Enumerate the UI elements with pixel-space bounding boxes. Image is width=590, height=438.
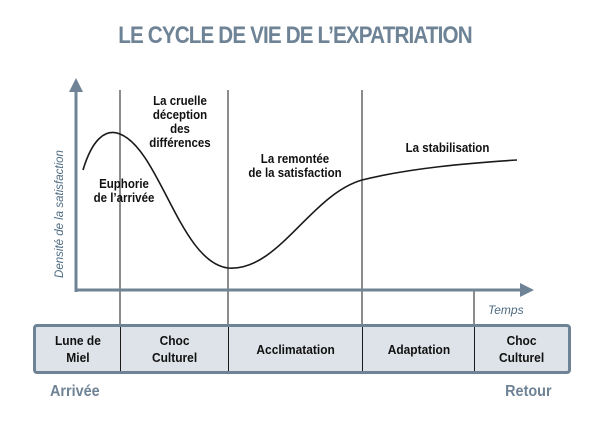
page-title: LE CYCLE DE VIE DE L’EXPATRIATION xyxy=(118,22,472,49)
start-label: Arrivée xyxy=(50,383,100,400)
satisfaction-curve xyxy=(82,131,518,269)
y-axis-arrow-icon xyxy=(69,78,83,92)
phase-acclimatation: Acclimatation xyxy=(229,327,363,371)
label-stabilisation: La stabilisation xyxy=(405,141,490,155)
phase-adaptation: Adaptation xyxy=(363,327,475,371)
phase-bar: Lune de Miel Choc Culturel Acclimatation A… xyxy=(33,324,571,374)
end-label: Retour xyxy=(505,383,552,400)
phase-lune-de-miel: Lune de Miel xyxy=(36,327,121,371)
label-euphorie: Euphorie de l’arrivée xyxy=(93,177,155,205)
label-remontee: La remontée de la satisfaction xyxy=(248,152,342,180)
x-axis-arrow-icon xyxy=(520,283,534,297)
x-axis-label: Temps xyxy=(488,303,524,317)
phase-choc-culturel: Choc Culturel xyxy=(121,327,229,371)
phase-choc-culturel-retour: Choc Culturel xyxy=(498,333,545,365)
label-deception: La cruelle déception des différences xyxy=(149,94,211,150)
y-axis-label: Densité de la satisfaction xyxy=(54,150,66,278)
